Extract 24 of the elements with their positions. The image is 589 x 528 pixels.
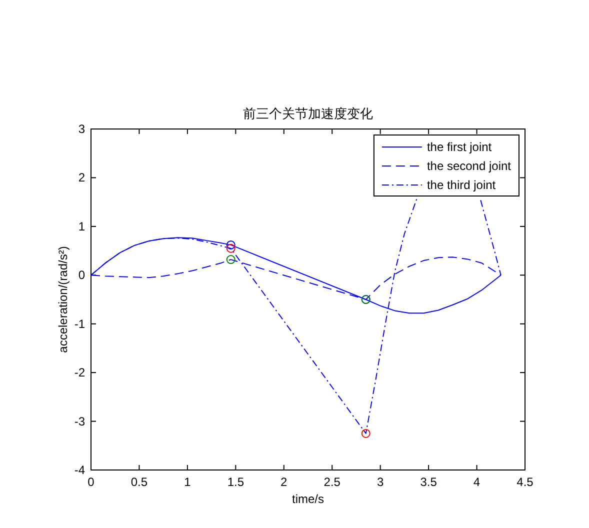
y-tick-label: -2 bbox=[74, 366, 86, 380]
x-tick-label: 2.5 bbox=[324, 475, 341, 489]
x-tick-label: 3.5 bbox=[420, 475, 438, 489]
x-tick-label: 4.5 bbox=[516, 475, 534, 489]
x-tick-label: 1.5 bbox=[227, 475, 244, 489]
legend-label: the second joint bbox=[426, 159, 512, 173]
x-tick-label: 0.5 bbox=[130, 475, 148, 489]
ylabel: acceleration/(rad/s²) bbox=[56, 246, 70, 353]
y-tick-label: 2 bbox=[78, 170, 86, 185]
x-tick-label: 0 bbox=[88, 475, 95, 489]
legend-label: the third joint bbox=[426, 178, 496, 192]
y-tick-label: 3 bbox=[78, 122, 86, 136]
x-tick-label: 2 bbox=[280, 475, 288, 489]
y-tick-label: 1 bbox=[78, 219, 86, 234]
x-tick-label: 4 bbox=[473, 475, 480, 489]
legend-label: the first joint bbox=[426, 140, 492, 154]
x-tick-label: 3 bbox=[376, 475, 384, 489]
y-tick-label: -3 bbox=[74, 414, 86, 428]
y-tick-label: -4 bbox=[74, 463, 86, 477]
x-tick-label: 1 bbox=[184, 475, 192, 489]
title: 前三个关节加速度变化 bbox=[243, 106, 373, 121]
y-tick-label: -1 bbox=[74, 316, 86, 331]
y-tick-label: 0 bbox=[78, 268, 86, 282]
xlabel: time/s bbox=[292, 492, 324, 506]
